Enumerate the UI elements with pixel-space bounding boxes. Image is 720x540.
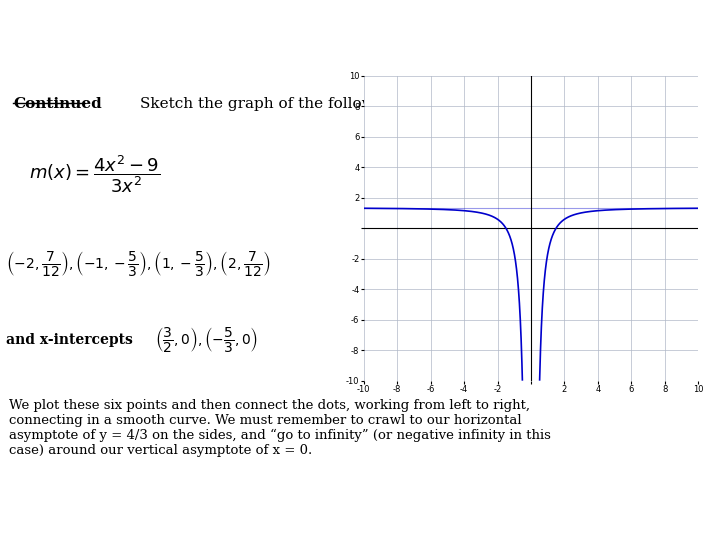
- Text: $m(x) = \dfrac{4x^2 - 9}{3x^2}$: $m(x) = \dfrac{4x^2 - 9}{3x^2}$: [29, 153, 160, 195]
- Text: $\left(-2,\dfrac{7}{12}\right),\left(-1,-\dfrac{5}{3}\right),\left(1,-\dfrac{5}{: $\left(-2,\dfrac{7}{12}\right),\left(-1,…: [6, 248, 271, 278]
- Text: Graphing Rational Functions: Graphing Rational Functions: [13, 18, 510, 49]
- Text: Algebra for College Students, 6e – Slide #23  Section 11.3: Algebra for College Students, 6e – Slide…: [55, 517, 431, 530]
- Text: and x-intercepts: and x-intercepts: [6, 333, 132, 347]
- Text: $\left(\dfrac{3}{2},0\right),\left(-\dfrac{5}{3},0\right)$: $\left(\dfrac{3}{2},0\right),\left(-\dfr…: [155, 325, 258, 354]
- Text: Continued: Continued: [13, 97, 102, 111]
- Text: Sketch the graph of the following rational function:: Sketch the graph of the following ration…: [140, 97, 539, 111]
- Text: We plot these six points and then connect the dots, working from left to right,
: We plot these six points and then connec…: [9, 399, 551, 457]
- Text: Blitzer,: Blitzer,: [13, 517, 64, 530]
